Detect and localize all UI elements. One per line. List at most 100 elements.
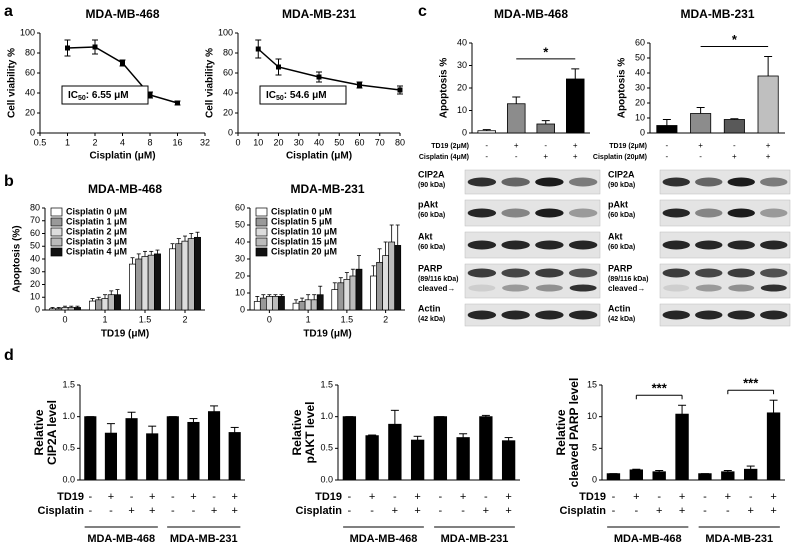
legend-label: Cisplatin 0 μM	[66, 206, 127, 216]
group-label: MDA-MB-468	[614, 533, 682, 545]
y-axis-label: Cell viability %	[205, 48, 216, 118]
bar	[272, 296, 279, 311]
condition-value: +	[679, 505, 685, 517]
bar	[757, 75, 779, 134]
bar	[652, 471, 666, 481]
blot-band	[760, 208, 788, 218]
bar	[304, 299, 312, 311]
x-axis-label: TD19 (μM)	[101, 329, 149, 340]
significance-label: ***	[652, 381, 668, 396]
blot-band	[501, 268, 530, 278]
group-label: MDA-MB-231	[705, 533, 773, 545]
blot-band	[535, 208, 564, 218]
bar	[342, 416, 357, 481]
bar	[501, 440, 516, 481]
blot-weight: (89/116 kDa)	[418, 276, 458, 283]
annotation-box	[259, 85, 347, 105]
annotation-part: : 54.6 μM	[284, 90, 327, 101]
blot-background	[464, 303, 601, 327]
bar	[181, 240, 189, 311]
data-point	[147, 92, 153, 98]
condition-value: -	[130, 491, 134, 503]
bar	[169, 248, 176, 311]
legend-label: Cisplatin 2 μM	[66, 226, 127, 236]
y-tick-label: 50	[30, 241, 40, 251]
condition-value: +	[633, 491, 639, 503]
blot-band	[467, 208, 497, 218]
y-tick-label: 80	[223, 47, 233, 57]
bar	[365, 435, 379, 481]
blot-band	[535, 310, 564, 320]
bar	[536, 123, 556, 134]
blot-band	[501, 240, 530, 250]
bar	[74, 307, 81, 311]
data-point	[120, 60, 125, 66]
condition-label: Cisplatin	[296, 505, 343, 517]
blot-band	[662, 208, 690, 218]
legend-swatch	[50, 247, 63, 257]
blot-band	[467, 240, 497, 250]
condition-value: -	[544, 141, 547, 150]
y-tick-label: 60	[235, 202, 245, 212]
condition-value: +	[211, 505, 217, 517]
condition-value: -	[733, 141, 736, 150]
condition-value: +	[656, 505, 662, 517]
y-tick-label: 10	[635, 112, 645, 122]
condition-value: -	[612, 491, 616, 503]
bar	[433, 416, 448, 481]
x-tick-label: 0	[267, 314, 272, 324]
condition-value: -	[612, 505, 616, 517]
annotation-part: IC	[266, 90, 276, 101]
blot-background	[659, 303, 791, 327]
condition-value: +	[128, 505, 134, 517]
legend-label: Cisplatin 10 μM	[271, 226, 337, 236]
y-tick-label: 40	[30, 253, 40, 263]
blot-band	[535, 284, 563, 292]
condition-value: -	[703, 505, 707, 517]
blot-band	[727, 310, 755, 320]
bar	[349, 275, 357, 311]
condition-value: +	[770, 505, 776, 517]
blot-band	[727, 177, 755, 187]
y-tick-label: 10	[457, 105, 467, 115]
bar	[89, 300, 96, 311]
y-tick-label: 0	[35, 304, 40, 314]
x-tick-label: 20	[273, 137, 283, 147]
condition-value: -	[749, 491, 753, 503]
y-tick-label: 80	[30, 202, 40, 212]
bar	[135, 258, 143, 311]
bar	[376, 262, 383, 311]
bar	[114, 294, 121, 311]
y-axis-label: Relative	[290, 409, 304, 455]
y-tick-label: 30	[635, 82, 645, 92]
x-tick-label: 2	[182, 314, 187, 324]
x-tick-label: 0	[235, 137, 240, 147]
bar	[125, 418, 138, 481]
blot-band	[467, 310, 497, 320]
y-tick-label: 80	[25, 47, 35, 57]
condition-value: -	[484, 491, 488, 503]
legend-swatch	[255, 237, 268, 247]
blot-label: PARP	[418, 263, 442, 273]
group-label: MDA-MB-231	[170, 533, 238, 545]
y-tick-label: 0.0	[320, 474, 333, 484]
chart-title: MDA-MB-468	[88, 182, 162, 196]
x-tick-label: 0	[62, 314, 67, 324]
bar	[278, 296, 285, 311]
annotation-part: 50	[78, 95, 86, 102]
bar	[259, 297, 267, 311]
condition-label: Cisplatin	[560, 505, 607, 517]
condition-label: TD19	[579, 491, 606, 503]
legend-swatch	[255, 227, 268, 237]
x-tick-label: 60	[354, 137, 364, 147]
legend-label: Cisplatin 1 μM	[66, 216, 127, 226]
bar	[456, 437, 470, 481]
y-tick-label: 100	[218, 27, 233, 37]
x-tick-label: 2	[92, 137, 97, 147]
bar	[606, 473, 621, 481]
condition-value: -	[703, 491, 707, 503]
blot-band	[695, 310, 723, 320]
y-tick-label: 50	[235, 219, 245, 229]
y-tick-label: 50	[635, 52, 645, 62]
condition-value: +	[505, 505, 511, 517]
